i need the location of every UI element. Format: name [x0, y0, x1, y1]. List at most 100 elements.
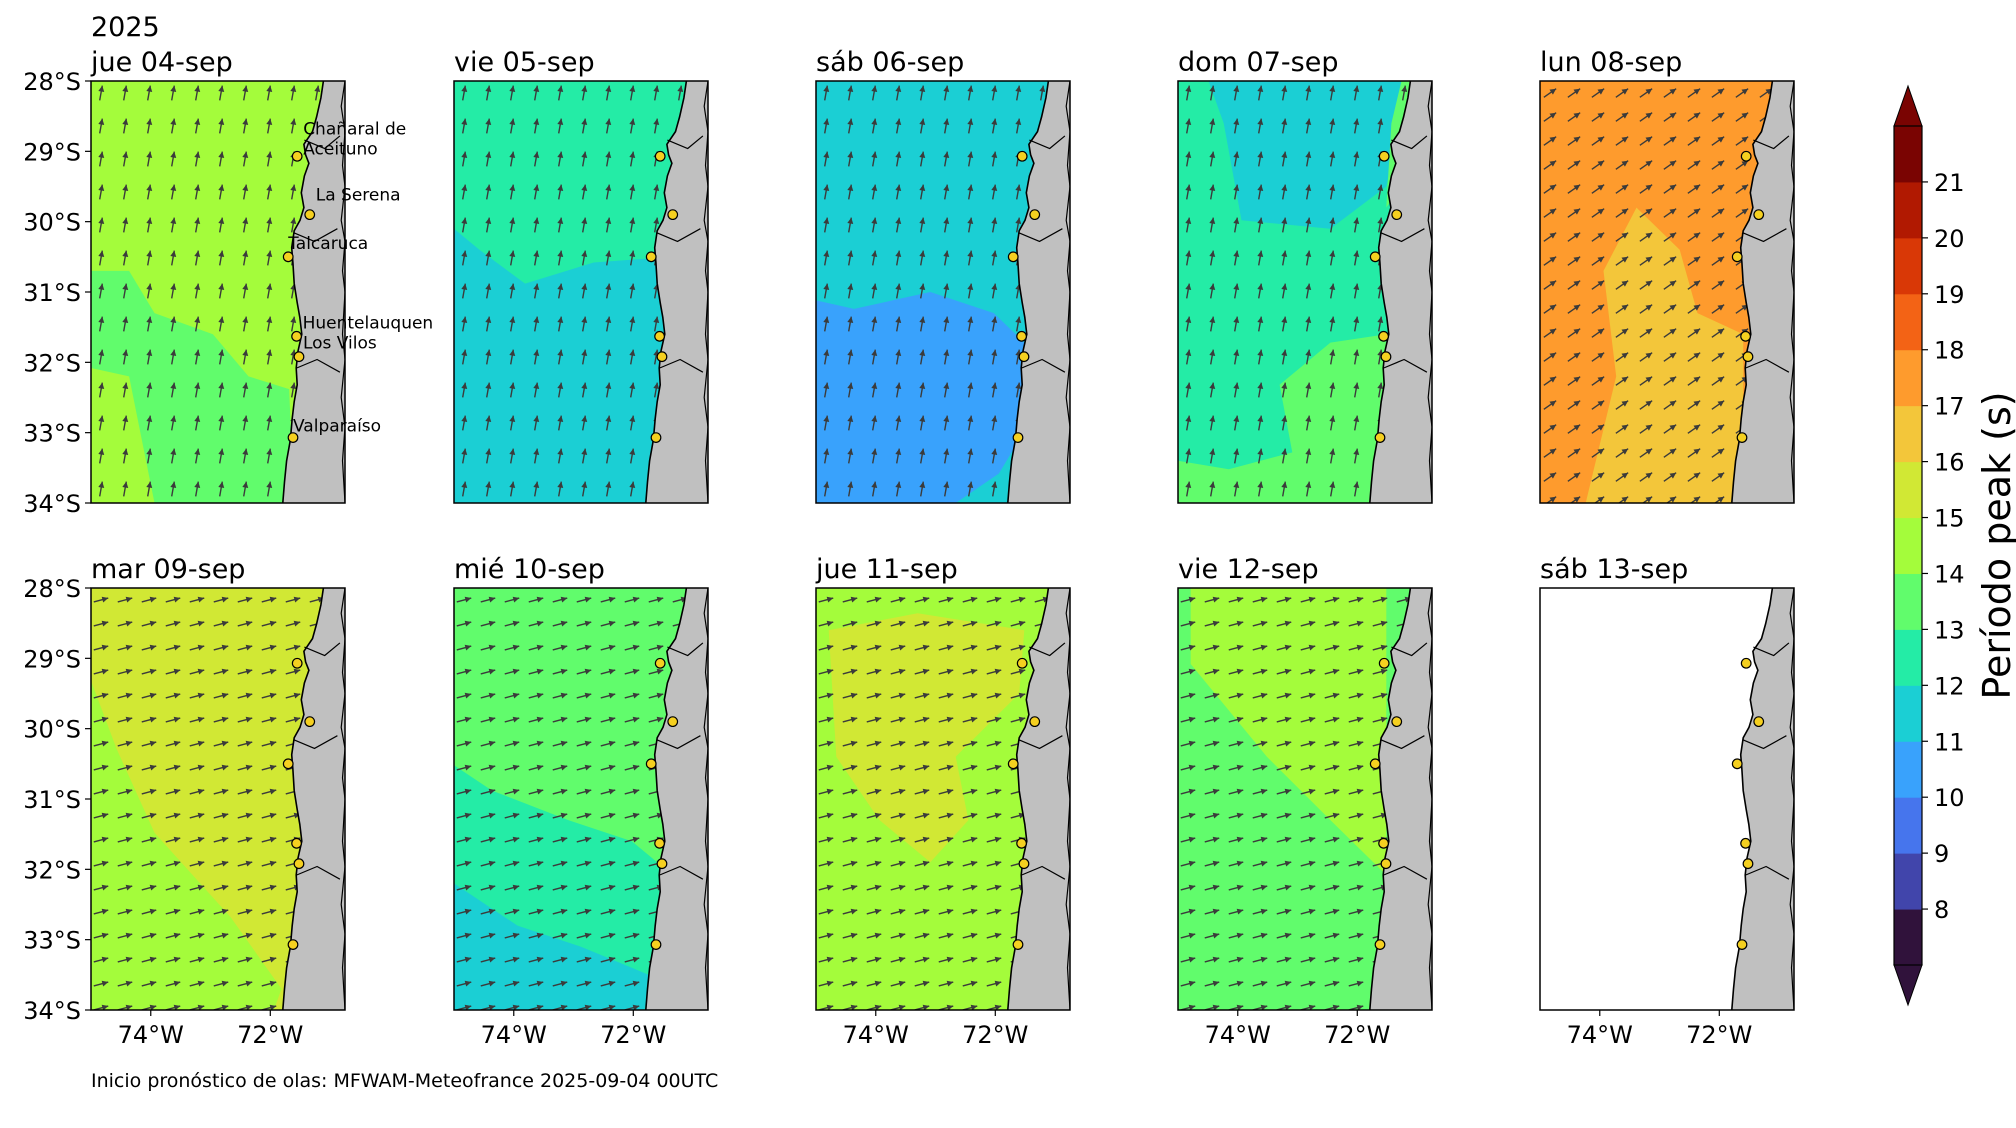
arrow-head — [488, 740, 496, 747]
arrow-head — [1185, 349, 1192, 357]
arrow-head — [826, 980, 834, 987]
arrow-head — [269, 668, 277, 675]
arrow-head — [994, 908, 1002, 915]
arrow-head — [919, 217, 926, 225]
arrow-head — [850, 812, 858, 819]
arrow-head — [653, 85, 660, 93]
arrow-head — [488, 644, 496, 651]
arrow-head — [101, 956, 109, 963]
arrow-head — [290, 316, 297, 324]
region-border — [1029, 642, 1066, 657]
arrow-head — [269, 956, 277, 963]
arrow-head — [919, 316, 926, 324]
arrow-head — [898, 644, 906, 651]
arrow-head — [194, 184, 201, 192]
arrow-head — [629, 118, 636, 126]
arrow-head — [1015, 85, 1022, 93]
arrow-head — [173, 644, 181, 651]
site-marker — [293, 351, 305, 363]
arrow-head — [488, 908, 496, 915]
arrow-head — [1573, 448, 1581, 455]
arrow-head — [632, 932, 640, 939]
arrow-head — [632, 716, 640, 723]
arrow-head — [98, 382, 105, 390]
arrow-head — [101, 740, 109, 747]
arrow-head — [557, 118, 564, 126]
site-marker — [1012, 432, 1024, 443]
colorbar-segment — [1894, 461, 1922, 519]
arrow-head — [1597, 280, 1605, 287]
site-marker — [291, 837, 302, 849]
arrow-head — [991, 415, 998, 423]
arrow-head — [1257, 316, 1264, 324]
arrow-head — [874, 812, 882, 819]
lat-tick-label: 30°S — [23, 716, 81, 744]
arrow-head — [1597, 112, 1605, 119]
arrow-head — [101, 788, 109, 795]
arrow-head — [218, 184, 225, 192]
arrow-head — [218, 316, 225, 324]
arrow-head — [1281, 349, 1288, 357]
arrow-head — [1669, 304, 1677, 311]
arrow-head — [1621, 232, 1629, 239]
arrow-head — [874, 860, 882, 867]
arrow-head — [1717, 376, 1725, 383]
arrow-head — [850, 644, 858, 651]
arrow-head — [536, 908, 544, 915]
arrow-head — [1236, 788, 1244, 795]
colorbar-extend-top — [1893, 84, 1923, 127]
arrow-head — [101, 1004, 109, 1010]
arrow-head — [125, 884, 133, 891]
arrow-head — [847, 415, 854, 423]
arrow-head — [1597, 376, 1605, 383]
arrow-head — [560, 764, 568, 771]
arrow-head — [1308, 644, 1316, 651]
arrow-head — [245, 884, 253, 891]
arrow-head — [1621, 88, 1629, 95]
arrow-head — [850, 668, 858, 675]
arrow-head — [847, 250, 854, 258]
arrow-head — [1018, 644, 1026, 651]
arrow-head — [1305, 382, 1312, 390]
arrow-head — [149, 932, 157, 939]
site-marker — [291, 150, 303, 162]
site-marker — [645, 251, 657, 263]
arrow-head — [269, 788, 277, 795]
arrow-head — [197, 932, 205, 939]
arrow-head — [1356, 692, 1364, 699]
arrow-head — [560, 812, 568, 819]
colorbar-tick-label: 13 — [1934, 616, 1965, 644]
arrow-head — [1669, 136, 1677, 143]
arrow-head — [1212, 932, 1220, 939]
arrow-head — [1621, 472, 1629, 479]
arrow-head — [536, 812, 544, 819]
arrow-head — [1332, 908, 1340, 915]
region-border — [659, 865, 704, 880]
arrow-head — [874, 836, 882, 843]
arrow-head — [149, 860, 157, 867]
arrow-head — [509, 481, 516, 489]
arrow-head — [874, 1004, 882, 1010]
arrow-head — [461, 250, 468, 258]
arrow-head — [560, 788, 568, 795]
arrow-head — [608, 932, 616, 939]
arrow-head — [1209, 250, 1216, 258]
arrow-head — [1260, 812, 1268, 819]
arrow-head — [946, 836, 954, 843]
arrow-head — [874, 980, 882, 987]
arrow-head — [509, 382, 516, 390]
arrow-head — [557, 415, 564, 423]
arrow-head — [850, 596, 858, 603]
arrow-head — [266, 448, 273, 456]
arrow-head — [266, 217, 273, 225]
arrow-head — [823, 217, 830, 225]
map-panel: mié 10-sep 74°W 72°W — [453, 554, 709, 1049]
arrow-head — [314, 85, 321, 93]
arrow-head — [1645, 280, 1653, 287]
arrow-head — [125, 788, 133, 795]
arrow-head — [826, 764, 834, 771]
arrow-head — [170, 382, 177, 390]
arrow-head — [1669, 424, 1677, 431]
period-region — [454, 81, 688, 284]
map-field — [816, 81, 1070, 503]
